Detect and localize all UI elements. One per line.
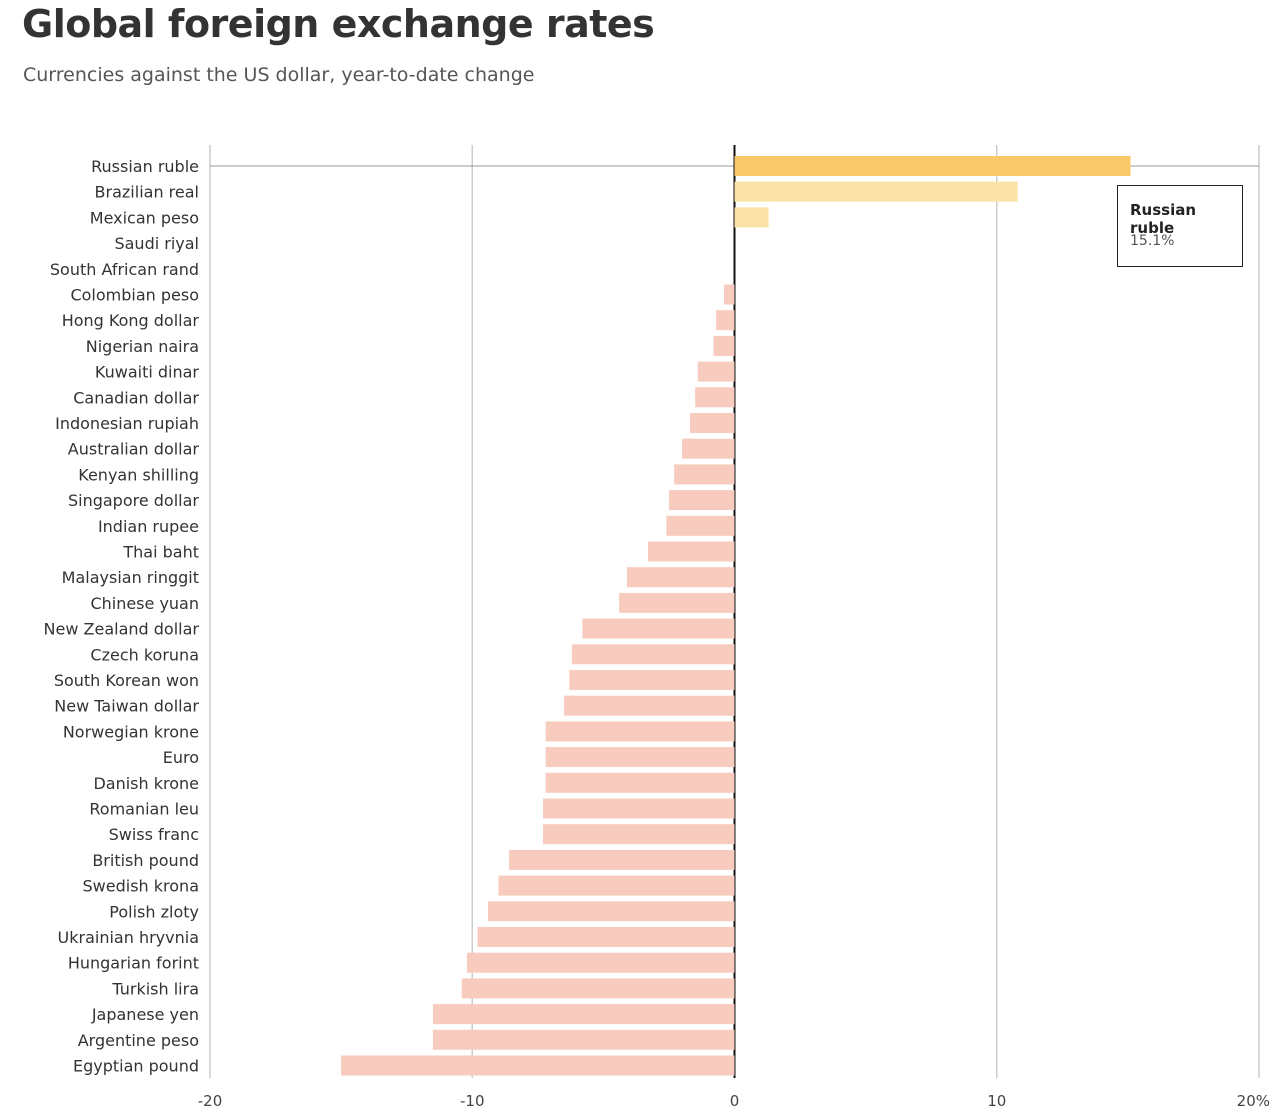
bar-euro[interactable]: [545, 747, 735, 768]
tooltip: Russian ruble 15.1%: [1117, 185, 1243, 267]
category-label: Ukrainian hryvnia: [58, 928, 199, 947]
bar-singapore-dollar[interactable]: [668, 490, 735, 511]
bar-russian-ruble[interactable]: [734, 156, 1131, 176]
category-label: New Taiwan dollar: [54, 697, 199, 716]
x-tick-label: 10: [987, 1092, 1006, 1109]
category-label: New Zealand dollar: [44, 620, 200, 639]
bar-australian-dollar[interactable]: [682, 438, 735, 459]
category-label: Chinese yuan: [90, 594, 199, 613]
bar-thai-baht[interactable]: [647, 541, 735, 562]
bar-danish-krone[interactable]: [545, 772, 735, 793]
category-label: Brazilian real: [95, 183, 199, 202]
bar-colombian-peso[interactable]: [724, 284, 735, 305]
category-label: South Korean won: [54, 671, 199, 690]
category-label: Indian rupee: [98, 517, 199, 536]
bar-hong-kong-dollar[interactable]: [716, 310, 735, 331]
x-axis-ticks: -20 -10 0 10 20%: [198, 1092, 1270, 1109]
category-label: Hungarian forint: [68, 954, 199, 973]
bar-ukrainian-hryvnia[interactable]: [477, 927, 735, 947]
category-label: Egyptian pound: [73, 1057, 199, 1076]
category-labels: Russian ruble Brazilian real Mexican peso S…: [44, 157, 200, 1076]
category-label: Saudi riyal: [114, 234, 199, 253]
category-label: Russian ruble: [91, 157, 199, 176]
bar-polish-zloty[interactable]: [487, 901, 735, 922]
bar-canadian-dollar[interactable]: [695, 387, 735, 408]
bar-mexican-peso[interactable]: [734, 207, 769, 228]
bar-british-pound[interactable]: [508, 849, 735, 870]
bar-romanian-leu[interactable]: [543, 798, 735, 819]
bar-turkish-lira[interactable]: [461, 978, 735, 999]
bar-egyptian-pound[interactable]: [341, 1055, 735, 1076]
bar-indonesian-rupiah[interactable]: [689, 413, 735, 433]
bar-hungarian-forint[interactable]: [467, 952, 735, 973]
category-label: Nigerian naira: [86, 337, 199, 356]
bar-new-taiwan-dollar[interactable]: [564, 695, 735, 716]
chart-title: Global foreign exchange rates: [22, 2, 655, 46]
category-label: Norwegian krone: [63, 722, 199, 741]
bar-chinese-yuan[interactable]: [619, 592, 735, 613]
bar-kuwaiti-dinar[interactable]: [697, 361, 735, 382]
bar-norwegian-krone[interactable]: [545, 721, 735, 742]
category-label: Australian dollar: [68, 440, 200, 459]
tooltip-name: Russian ruble: [1130, 201, 1197, 237]
category-label: Mexican peso: [90, 208, 199, 227]
category-label: Polish zloty: [109, 902, 199, 921]
bar-nigerian-naira[interactable]: [713, 335, 735, 356]
category-label: Kenyan shilling: [78, 465, 199, 484]
category-label: Swiss franc: [109, 825, 199, 844]
category-label: Czech koruna: [90, 645, 199, 664]
category-label: Euro: [163, 748, 199, 767]
bar-swedish-krona[interactable]: [498, 875, 735, 896]
bar-swiss-franc[interactable]: [543, 824, 735, 845]
chart-subtitle: Currencies against the US dollar, year-t…: [23, 64, 535, 86]
bar-kenyan-shilling[interactable]: [674, 464, 735, 485]
bar-czech-koruna[interactable]: [571, 644, 735, 665]
x-tick-label: -10: [460, 1092, 485, 1109]
bar-malaysian-ringgit[interactable]: [626, 567, 735, 588]
category-label: Canadian dollar: [73, 388, 199, 407]
bar-brazilian-real[interactable]: [734, 181, 1018, 202]
category-label: Romanian leu: [89, 800, 199, 819]
category-label: Turkish lira: [111, 979, 199, 998]
category-label: Malaysian ringgit: [62, 568, 199, 587]
category-label: Indonesian rupiah: [55, 414, 199, 433]
category-label: South African rand: [50, 260, 199, 279]
category-label: Colombian peso: [70, 286, 199, 305]
bar-japanese-yen[interactable]: [432, 1004, 735, 1025]
x-tick-label: -20: [198, 1092, 223, 1109]
bar-south-korean-won[interactable]: [569, 670, 735, 690]
category-label: Singapore dollar: [68, 491, 199, 510]
category-label: Japanese yen: [91, 1005, 199, 1024]
bar-argentine-peso[interactable]: [432, 1029, 735, 1050]
x-tick-label: 20%: [1237, 1092, 1270, 1109]
category-label: British pound: [92, 851, 199, 870]
tooltip-value: 15.1%: [1130, 233, 1175, 249]
category-label: Hong Kong dollar: [62, 311, 200, 330]
category-label: Thai baht: [122, 543, 199, 562]
category-label: Kuwaiti dinar: [95, 363, 200, 382]
x-tick-label: 0: [730, 1092, 740, 1109]
category-label: Danish krone: [93, 774, 199, 793]
bar-indian-rupee[interactable]: [666, 515, 735, 536]
bar-new-zealand-dollar[interactable]: [582, 618, 735, 639]
category-label: Swedish krona: [83, 877, 199, 896]
category-label: Argentine peso: [78, 1031, 199, 1050]
bars: [341, 156, 1131, 1076]
